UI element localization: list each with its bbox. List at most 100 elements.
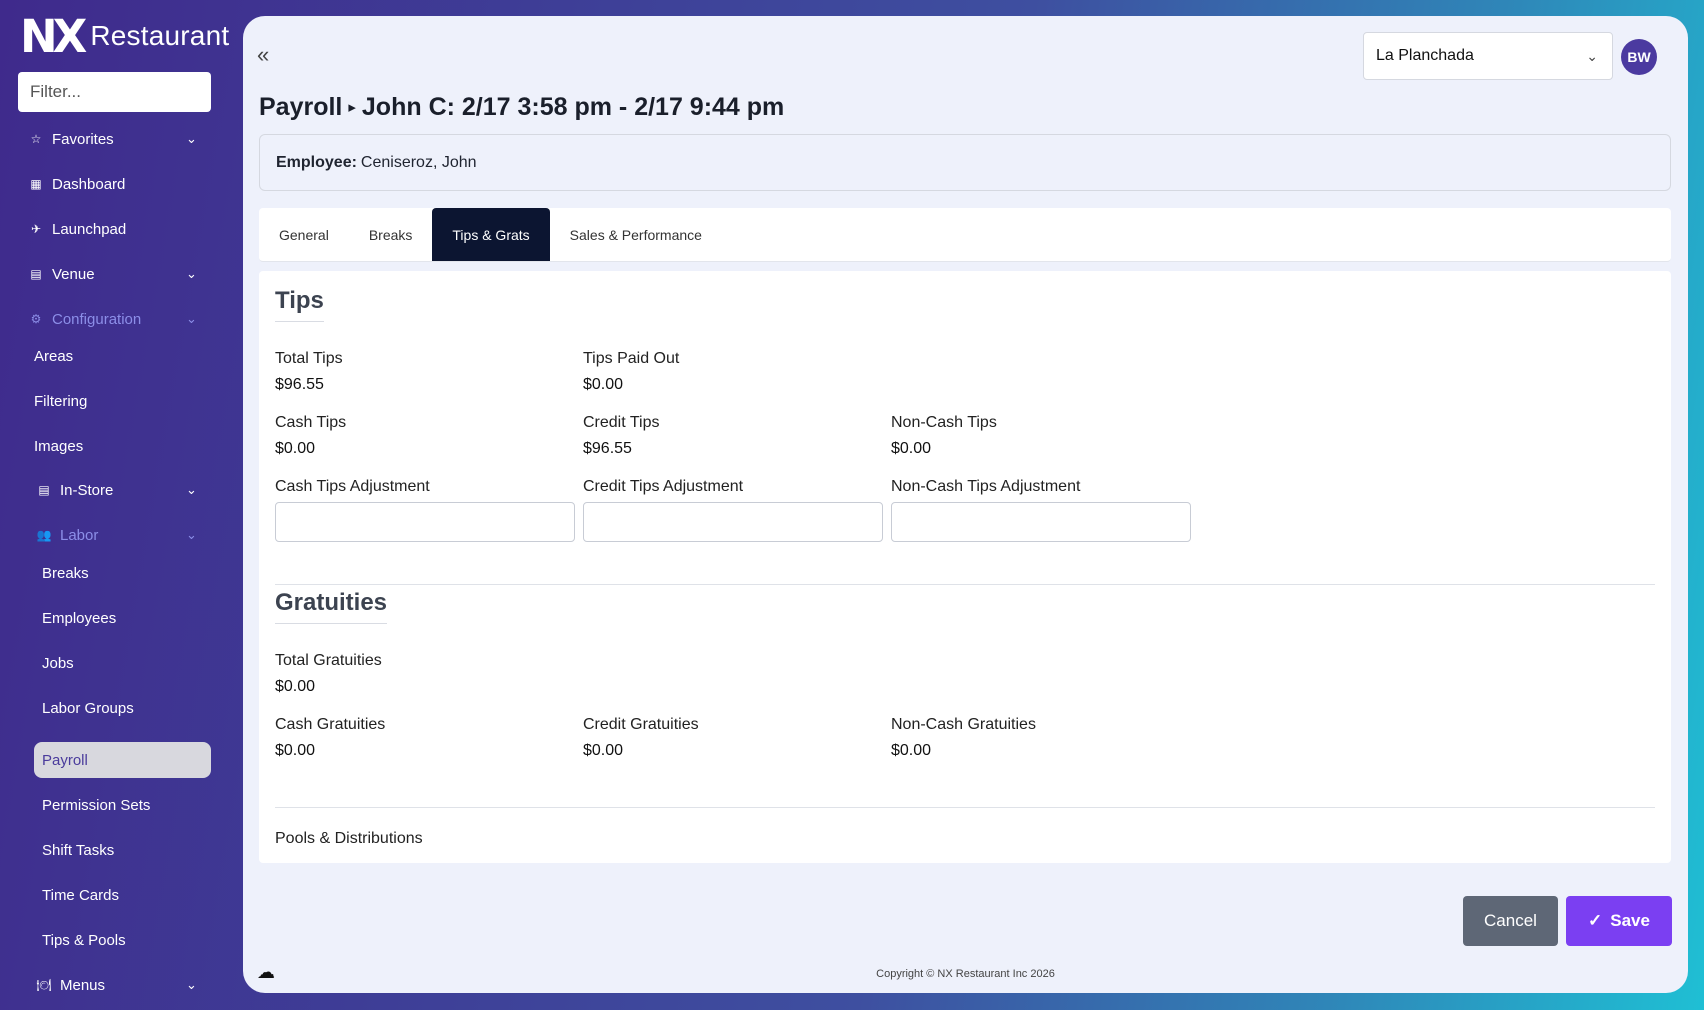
credit-tips-adjustment-input[interactable]	[583, 502, 883, 542]
sidebar-item-payroll[interactable]: Payroll	[34, 742, 211, 778]
dashboard-icon: ▦	[30, 177, 42, 191]
page-title: Payroll ▸ John C: 2/17 3:58 pm - 2/17 9:44…	[259, 93, 784, 122]
star-icon: ☆	[30, 132, 42, 146]
cash-gratuities-label: Cash Gratuities	[275, 716, 386, 733]
database-icon: ▤	[30, 267, 42, 281]
tips-paid-out-label: Tips Paid Out	[583, 350, 680, 367]
credit-gratuities-label: Credit Gratuities	[583, 716, 699, 733]
main-panel: « La Planchada ⌄ BW Payroll ▸ John C: 2/17…	[243, 16, 1688, 993]
check-icon: ✓	[1588, 911, 1603, 930]
save-button-label: Save	[1610, 911, 1650, 930]
sidebar-item-label: In-Store	[60, 481, 114, 499]
employee-info: Employee: Ceniseroz, John	[259, 134, 1671, 191]
cash-tips-adjustment-label: Cash Tips Adjustment	[275, 478, 430, 495]
pools-distributions-link[interactable]: Pools & Distributions	[275, 830, 423, 847]
sidebar-item-label: Employees	[42, 609, 117, 627]
sidebar-item-label: Filtering	[34, 392, 88, 410]
sidebar-item-label: Jobs	[42, 654, 74, 672]
sidebar-item-in-store[interactable]: ▤ In-Store ⌄	[34, 472, 277, 508]
sidebar-item-labor-groups[interactable]: Labor Groups	[42, 690, 285, 726]
cancel-button[interactable]: Cancel	[1463, 896, 1558, 946]
sidebar-item-label: Payroll	[42, 751, 88, 769]
sidebar-item-images[interactable]: Images	[34, 428, 277, 464]
database-icon: ▤	[38, 483, 50, 497]
sidebar-item-label: Shift Tasks	[42, 841, 115, 859]
noncash-tips-label: Non-Cash Tips	[891, 414, 997, 431]
noncash-tips-adjustment-input[interactable]	[891, 502, 1191, 542]
employee-value: Ceniseroz, John	[360, 153, 477, 171]
logo-mark: NX	[20, 9, 87, 63]
sidebar-item-shift-tasks[interactable]: Shift Tasks	[42, 832, 285, 868]
noncash-gratuities-label: Non-Cash Gratuities	[891, 716, 1036, 733]
tips-paid-out-value: $0.00	[583, 376, 624, 393]
venue-select[interactable]: La Planchada ⌄	[1363, 32, 1613, 80]
sidebar-filter-input[interactable]	[18, 72, 211, 112]
total-gratuities-label: Total Gratuities	[275, 652, 382, 669]
sidebar-item-menus[interactable]: 🍽 Menus ⌄	[34, 967, 277, 1003]
chevron-down-icon: ⌄	[186, 527, 197, 542]
sidebar-item-venue[interactable]: ▤ Venue ⌄	[26, 256, 269, 292]
sidebar-item-favorites[interactable]: ☆ Favorites ⌄	[26, 121, 269, 157]
utensils-icon: 🍽	[36, 978, 52, 992]
sidebar-item-label: Areas	[34, 347, 74, 365]
sidebar-item-permission-sets[interactable]: Permission Sets	[42, 787, 285, 823]
noncash-tips-adjustment-label: Non-Cash Tips Adjustment	[891, 478, 1081, 495]
breadcrumb-section[interactable]: Payroll	[259, 93, 343, 121]
cash-tips-adjustment-input[interactable]	[275, 502, 575, 542]
tab-breaks[interactable]: Breaks	[368, 226, 413, 243]
noncash-tips-value: $0.00	[891, 440, 932, 457]
avatar[interactable]: BW	[1621, 39, 1657, 75]
tab-general[interactable]: General	[279, 226, 329, 243]
sidebar-item-label: Breaks	[42, 564, 89, 582]
chevron-down-icon: ⌄	[186, 977, 197, 992]
users-icon: 👥	[36, 528, 52, 542]
caret-right-icon: ▸	[348, 99, 356, 116]
chevron-down-icon: ⌄	[186, 266, 197, 281]
sidebar-item-filtering[interactable]: Filtering	[34, 383, 277, 419]
chevron-down-icon: ⌄	[186, 482, 197, 497]
credit-tips-value: $96.55	[583, 440, 632, 457]
venue-select-value: La Planchada	[1376, 47, 1474, 64]
collapse-sidebar-icon[interactable]: «	[257, 42, 270, 67]
sidebar-item-label: Configuration	[52, 310, 142, 328]
tab-bar: General Breaks Tips & Grats Sales & Perf…	[259, 208, 1671, 262]
total-tips-value: $96.55	[275, 376, 324, 393]
copyright: Copyright © NX Restaurant Inc 2026	[876, 968, 1055, 980]
sidebar: NX Restaurant ☆ Favorites ⌄ ▦ Dashboard …	[0, 0, 243, 1010]
sidebar-item-time-cards[interactable]: Time Cards	[42, 877, 285, 913]
credit-tips-label: Credit Tips	[583, 414, 660, 431]
sidebar-item-label: Labor	[60, 526, 99, 544]
chevron-down-icon: ⌄	[186, 131, 197, 146]
app-logo[interactable]: NX Restaurant	[20, 9, 229, 63]
sidebar-item-breaks[interactable]: Breaks	[42, 555, 285, 591]
credit-tips-adjustment-label: Credit Tips Adjustment	[583, 478, 744, 495]
section-divider	[275, 807, 1655, 808]
sidebar-item-dashboard[interactable]: ▦ Dashboard	[26, 166, 269, 202]
sidebar-item-labor[interactable]: 👥 Labor ⌄	[34, 517, 277, 553]
chevron-down-icon: ⌄	[1586, 47, 1598, 64]
sidebar-item-label: Venue	[52, 265, 95, 283]
sidebar-item-configuration[interactable]: ⚙ Configuration ⌄	[26, 301, 269, 337]
total-tips-label: Total Tips	[275, 350, 343, 367]
section-divider	[275, 584, 1655, 585]
sidebar-item-employees[interactable]: Employees	[42, 600, 285, 636]
sidebar-item-tips-pools[interactable]: Tips & Pools	[42, 922, 285, 958]
sidebar-item-launchpad[interactable]: ✈ Launchpad	[26, 211, 269, 247]
breadcrumb-detail: John C: 2/17 3:58 pm - 2/17 9:44 pm	[361, 93, 785, 121]
tab-tips-grats[interactable]: Tips & Grats	[432, 208, 550, 261]
tab-content: Tips Total Tips $96.55 Tips Paid Out $0.…	[259, 271, 1671, 863]
save-button[interactable]: ✓ Save	[1566, 896, 1672, 946]
sidebar-item-label: Labor Groups	[42, 699, 134, 717]
noncash-gratuities-value: $0.00	[891, 742, 932, 759]
cash-tips-value: $0.00	[275, 440, 316, 457]
sidebar-item-label: Favorites	[52, 130, 114, 148]
sidebar-item-label: Tips & Pools	[42, 931, 126, 949]
rocket-icon: ✈	[30, 222, 42, 236]
sidebar-item-label: Permission Sets	[42, 796, 151, 814]
gratuities-section-title: Gratuities	[275, 589, 388, 624]
gear-icon: ⚙	[30, 312, 42, 326]
sidebar-item-jobs[interactable]: Jobs	[42, 645, 285, 681]
tab-sales-performance[interactable]: Sales & Performance	[569, 226, 702, 243]
sidebar-item-label: Menus	[60, 976, 106, 994]
sidebar-item-areas[interactable]: Areas	[34, 338, 277, 374]
